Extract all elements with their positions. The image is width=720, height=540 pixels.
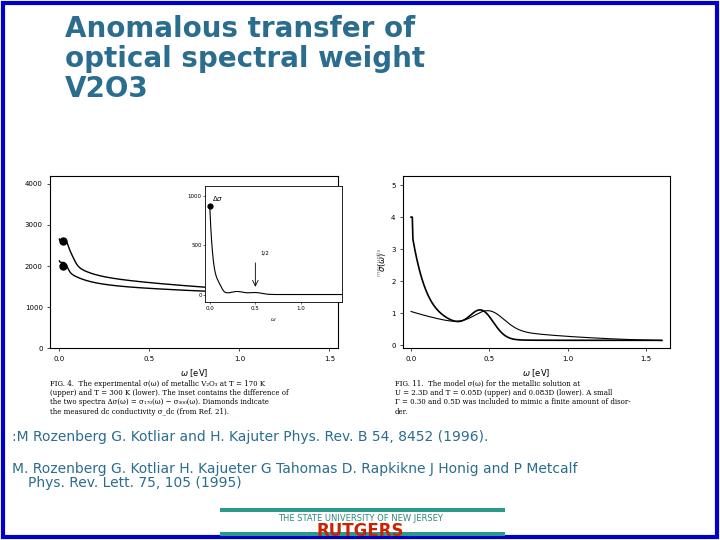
Text: FIG. 11.  The model σ(ω) for the metallic solution at
U = 2.3D and T = 0.05D (up: FIG. 11. The model σ(ω) for the metallic…: [395, 380, 631, 416]
Point: [58, 237, 69, 246]
X-axis label: $\omega$ [eV]: $\omega$ [eV]: [522, 368, 551, 379]
Text: FIG. 4.  The experimental σ(ω) of metallic V₂O₃ at T = 170 K
(upper) and T = 300: FIG. 4. The experimental σ(ω) of metalli…: [50, 380, 289, 416]
Text: M. Rozenberg G. Kotliar H. Kajueter G Tahomas D. Rapkikne J Honig and P Metcalf: M. Rozenberg G. Kotliar H. Kajueter G Ta…: [12, 462, 577, 476]
Text: RUTGERS: RUTGERS: [316, 522, 404, 540]
Text: THE STATE UNIVERSITY OF NEW JERSEY: THE STATE UNIVERSITY OF NEW JERSEY: [278, 514, 442, 523]
Bar: [220, 532, 505, 536]
Point: [58, 262, 69, 271]
Point: [204, 201, 215, 210]
Text: mev units: mev units: [377, 248, 382, 275]
Bar: [220, 508, 505, 512]
Y-axis label: $\sigma(\omega)$: $\sigma(\omega)$: [377, 252, 388, 272]
Text: 1/2: 1/2: [260, 250, 269, 255]
Text: :M Rozenberg G. Kotliar and H. Kajuter Phys. Rev. B 54, 8452 (1996).: :M Rozenberg G. Kotliar and H. Kajuter P…: [12, 430, 488, 444]
Text: Anomalous transfer of
optical spectral weight
V2O3: Anomalous transfer of optical spectral w…: [65, 15, 425, 103]
X-axis label: $\omega$: $\omega$: [271, 316, 276, 323]
Text: Phys. Rev. Lett. 75, 105 (1995): Phys. Rev. Lett. 75, 105 (1995): [28, 476, 242, 490]
Text: $\Delta\sigma$: $\Delta\sigma$: [212, 194, 223, 203]
X-axis label: $\omega$ [eV]: $\omega$ [eV]: [180, 368, 209, 379]
